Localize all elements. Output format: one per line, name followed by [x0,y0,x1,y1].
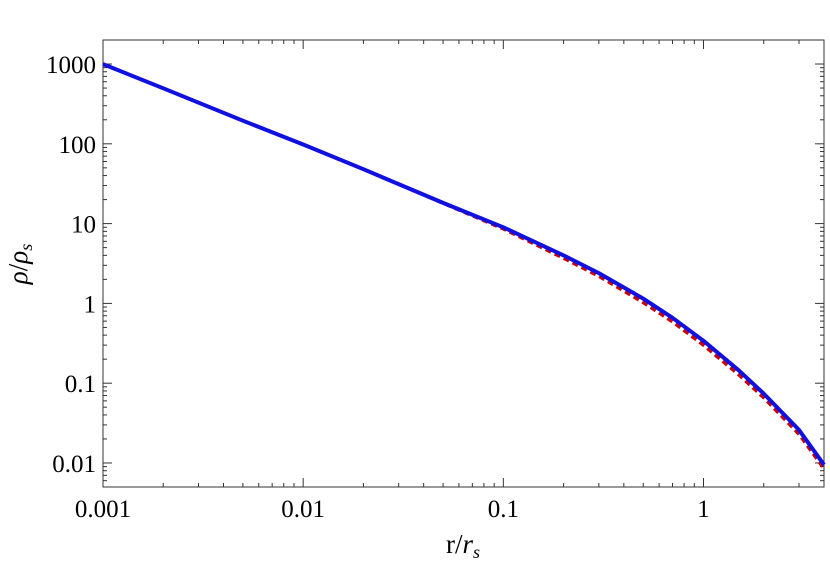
x-tick-label: 0.1 [488,496,519,523]
y-tick-labels: 1000 100 10 1 0.1 0.01 [46,52,96,478]
dashed-series-line [102,62,826,470]
y-axis-label: ρ/ρs [3,244,36,285]
x-axis-label: r/rs [446,529,480,562]
y-tick-label: 100 [59,132,97,159]
x-tick-label: 0.001 [75,496,131,523]
y-tick-label: 0.01 [52,451,96,478]
x-tick-labels: 0.001 0.01 0.1 1 [75,496,710,523]
y-tick-label: 10 [71,212,96,239]
x-tick-label: 1 [697,496,710,523]
y-tick-label: 1000 [46,52,96,79]
plot-frame [102,39,825,488]
x-tick-label: 0.01 [281,496,325,523]
y-tick-label: 1 [84,291,97,318]
series-layer [102,62,826,470]
y-tick-label: 0.1 [65,371,96,398]
solid-series-line [102,62,826,466]
